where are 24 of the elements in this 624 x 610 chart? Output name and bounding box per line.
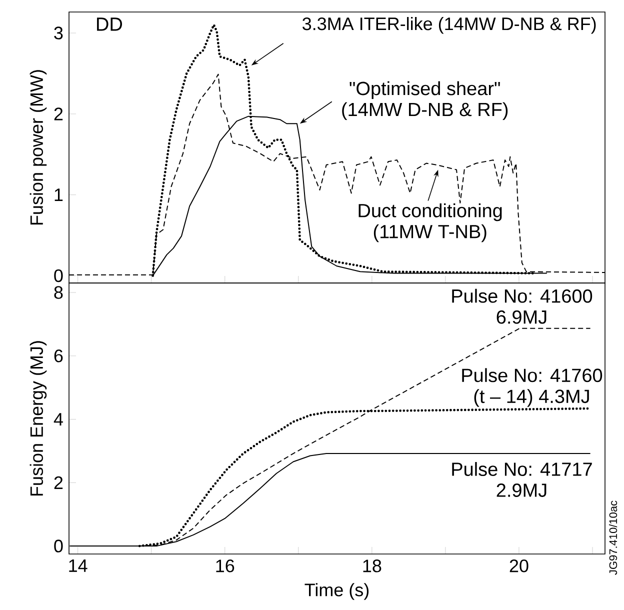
annotation: Pulse No: 41600 6.9MJ (452, 288, 592, 324)
annotation: Pulse No: 41760 (t – 14) 4.3MJ (462, 368, 602, 407)
y-tick-label: 2 (54, 476, 63, 489)
x-tick-label: 14 (69, 560, 88, 572)
x-tick-label: 18 (363, 560, 382, 572)
y-tick-label: 0 (54, 269, 63, 282)
annotation: 3.3MA ITER-like (14MW D-NB & RF) (302, 16, 596, 34)
x-tick-label: 20 (510, 560, 528, 572)
annotation: "Optimised shear" (14MW D-NB & RF) (342, 81, 508, 120)
y-tick-label: 8 (54, 286, 63, 299)
annotation: Duct conditioning (11MW T-NB) (358, 203, 502, 242)
annotation: DD (97, 18, 122, 31)
y-tick-label: 1 (54, 188, 63, 202)
y-axis-title: Fusion power (MW) (30, 70, 47, 225)
y-tick-label: 0 (54, 540, 63, 552)
x-tick-label: 16 (216, 560, 234, 572)
y-tick-label: 3 (54, 26, 63, 40)
annotation: Pulse No: 41717 2.9MJ (452, 462, 592, 497)
y-axis-title: Fusion Energy (MJ) (30, 341, 47, 496)
text: JG97.410/10ac (609, 500, 618, 575)
y-tick-label: 6 (54, 350, 63, 362)
x-axis-title: Time (s) (304, 583, 369, 600)
y-tick-label: 4 (54, 413, 63, 426)
y-tick-label: 2 (54, 108, 63, 120)
